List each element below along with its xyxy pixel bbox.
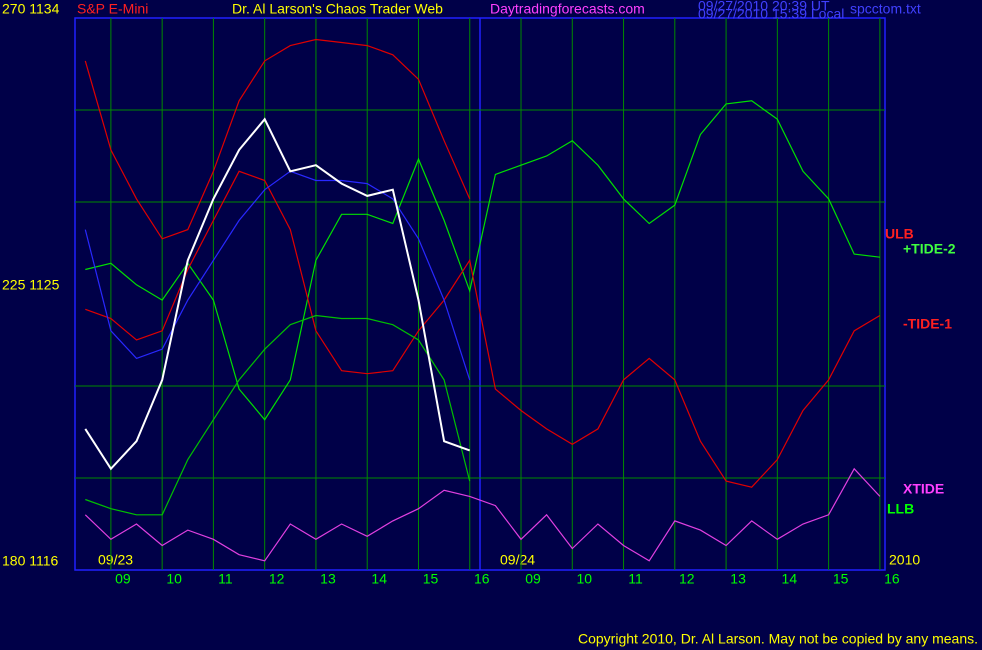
legend-label: XTIDE — [903, 481, 944, 497]
x-tick-label: 12 — [679, 571, 695, 587]
x-tick-label: 09 — [525, 571, 541, 587]
legend-label: -TIDE-1 — [903, 316, 952, 332]
x-tick-label: 15 — [423, 571, 439, 587]
x-tick-label: 15 — [833, 571, 849, 587]
series-line — [84, 467, 881, 562]
x-tick-label: 16 — [884, 571, 900, 587]
site-name: Daytradingforecasts.com — [490, 1, 645, 17]
x-tick-label: 16 — [474, 571, 490, 587]
x-tick-label: 13 — [730, 571, 746, 587]
x-tick-label: 10 — [576, 571, 592, 587]
legend-label: ULB — [885, 226, 914, 242]
series-line — [85, 314, 471, 516]
chart-title: S&P E-Mini — [77, 1, 148, 17]
date-label: 2010 — [889, 552, 920, 568]
x-tick-label: 14 — [371, 571, 387, 587]
x-tick-label: 09 — [115, 571, 131, 587]
x-tick-label: 10 — [166, 571, 182, 587]
copyright: Copyright 2010, Dr. Al Larson. May not b… — [578, 631, 978, 647]
x-tick-label: 11 — [218, 571, 233, 587]
x-tick-label: 13 — [320, 571, 336, 587]
x-tick-label: 14 — [782, 571, 798, 587]
series-line — [84, 38, 471, 240]
date-label: 09/23 — [98, 552, 133, 568]
x-tick-label: 11 — [628, 571, 643, 587]
y-tick-label: 180 1116 — [2, 553, 59, 569]
series-line — [84, 170, 471, 381]
legend-label: LLB — [887, 501, 914, 517]
date-label: 09/24 — [500, 552, 535, 568]
timestamp: 09/27/2010 15:39 Local — [698, 6, 844, 22]
file-name: spcctom.txt — [850, 1, 921, 17]
timestamp: 09/27/2010 20:39 UT — [698, 0, 830, 14]
y-tick-label: 225 1125 — [2, 277, 60, 293]
chart-subtitle: Dr. Al Larson's Chaos Trader Web — [232, 1, 443, 17]
series-line — [85, 100, 880, 421]
x-tick-label: 12 — [269, 571, 285, 587]
series-line — [85, 170, 881, 488]
y-tick-label: 270 1134 — [2, 1, 60, 17]
legend-label: +TIDE-2 — [903, 241, 956, 257]
series-line — [84, 117, 471, 471]
